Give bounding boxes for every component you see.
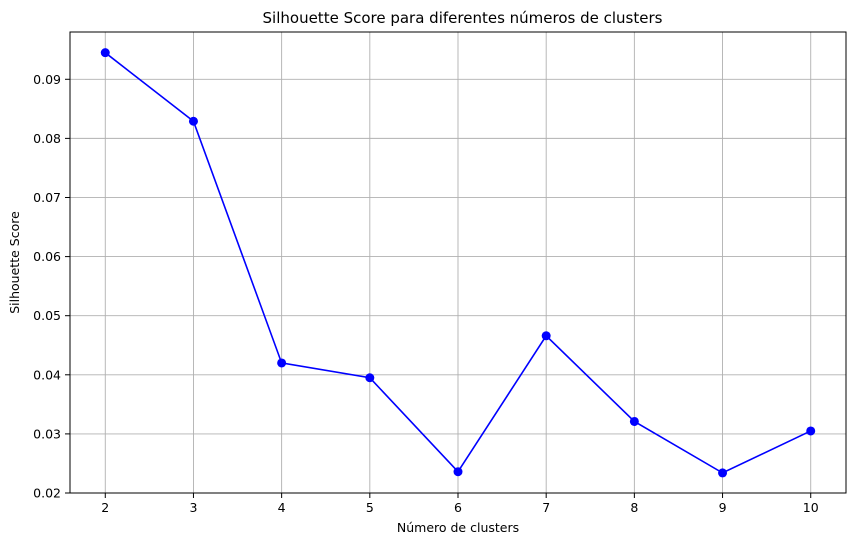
x-tick-label: 2 — [101, 500, 109, 515]
y-tick-label: 0.05 — [33, 308, 61, 323]
data-point — [453, 467, 463, 477]
y-tick-label: 0.08 — [33, 131, 61, 146]
y-tick-label: 0.09 — [33, 72, 61, 87]
y-tick-label: 0.02 — [33, 486, 61, 501]
grid-layer — [70, 32, 846, 494]
x-axis: 2 3 4 5 6 7 8 9 10 — [101, 493, 819, 515]
data-point — [365, 373, 375, 383]
data-point — [718, 468, 728, 478]
chart-title: Silhouette Score para diferentes números… — [263, 9, 663, 27]
x-tick-label: 7 — [542, 500, 550, 515]
data-point — [629, 416, 639, 426]
y-tick-label: 0.03 — [33, 426, 61, 441]
data-point — [541, 331, 551, 341]
x-axis-label: Número de clusters — [397, 520, 519, 535]
data-point — [100, 48, 110, 58]
x-tick-label: 4 — [278, 500, 286, 515]
y-tick-label: 0.07 — [33, 190, 61, 205]
x-tick-label: 6 — [454, 500, 462, 515]
x-tick-label: 9 — [719, 500, 727, 515]
y-tick-label: 0.06 — [33, 249, 61, 264]
y-tick-label: 0.04 — [33, 367, 61, 382]
data-point — [277, 358, 287, 368]
x-tick-label: 5 — [366, 500, 374, 515]
y-axis-label: Silhouette Score — [7, 211, 22, 314]
point-layer — [100, 48, 816, 478]
x-tick-label: 8 — [630, 500, 638, 515]
x-tick-label: 3 — [189, 500, 197, 515]
y-axis: 0.02 0.03 0.04 0.05 0.06 0.07 0.08 0.09 — [33, 72, 70, 501]
data-point — [188, 116, 198, 126]
data-point — [806, 426, 816, 436]
x-tick-label: 10 — [803, 500, 819, 515]
